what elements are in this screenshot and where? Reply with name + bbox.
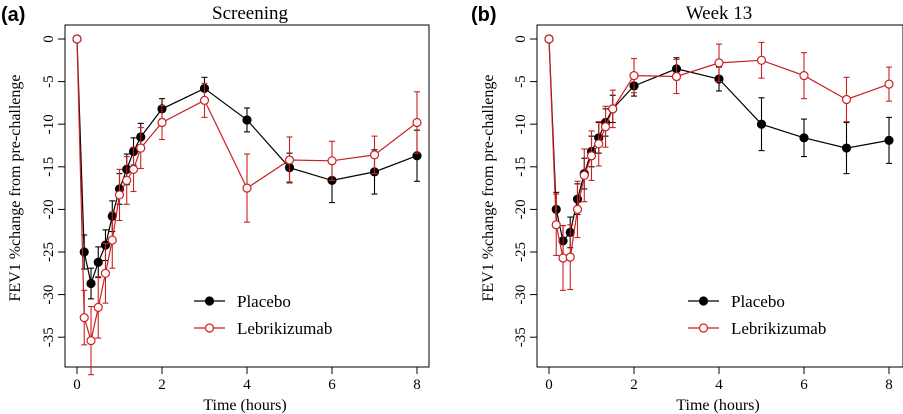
legend-marker: [698, 296, 709, 306]
panel-screening: (a) Screening FEV1 %change from pre-chal…: [1, 3, 430, 414]
y-tick-label: -30: [513, 285, 529, 305]
legend-marker: [698, 323, 709, 333]
data-point: [756, 55, 767, 65]
data-point: [93, 257, 103, 267]
x-tick-label: 2: [158, 377, 166, 393]
data-point: [327, 156, 337, 166]
x-tick-label: 4: [715, 377, 723, 393]
y-tick-label: -5: [41, 75, 57, 88]
x-tick-label: 8: [885, 377, 893, 393]
data-point: [884, 135, 894, 145]
data-point: [157, 117, 167, 128]
data-point: [79, 313, 89, 323]
chart-title: Screening: [212, 3, 288, 24]
x-tick-label: 6: [800, 377, 808, 393]
data-point: [114, 190, 125, 200]
data-point: [841, 94, 852, 105]
data-point: [72, 34, 82, 44]
legend-marker: [204, 323, 215, 333]
y-tick-label: -35: [41, 327, 57, 347]
x-tick-label: 6: [328, 377, 336, 393]
y-tick-label: 0: [513, 35, 529, 43]
data-point: [600, 122, 611, 132]
x-axis-label: Time (hours): [676, 397, 759, 414]
y-axis-label: FEV1 %change from pre-challenge: [480, 74, 497, 301]
data-point: [671, 71, 682, 82]
data-point: [100, 268, 111, 278]
data-point: [799, 133, 809, 143]
legend-label: Lebrikizumab: [731, 319, 826, 338]
y-tick-label: -20: [513, 199, 529, 219]
legend-label: Placebo: [237, 292, 291, 311]
data-point: [884, 79, 894, 89]
data-point: [369, 150, 380, 160]
data-point: [86, 278, 96, 289]
chart-title: Week 13: [686, 3, 753, 24]
x-tick-label: 4: [243, 377, 251, 393]
data-point: [586, 151, 597, 161]
panel-week-13: (b) Week 13 FEV1 %change from pre-challe…: [471, 3, 903, 414]
data-point: [242, 115, 252, 125]
data-point: [107, 235, 117, 245]
data-point: [799, 71, 809, 81]
y-tick-label: -10: [41, 114, 57, 134]
y-tick-label: -35: [513, 327, 529, 347]
data-point: [242, 183, 252, 193]
data-point: [756, 119, 767, 129]
panel-label: (a): [1, 4, 25, 26]
data-point: [284, 155, 295, 165]
y-tick-label: -20: [41, 199, 57, 219]
legend-label: Placebo: [731, 292, 785, 311]
plot-area: 0 2 4 6 8 0 -5 -10 -15 -20 -25 -30 -35 Placebo Lebriki…: [41, 24, 430, 393]
x-axis-label: Time (hours): [203, 397, 286, 414]
panel-label: (b): [471, 4, 497, 26]
x-tick-label: 8: [413, 377, 421, 393]
data-point: [551, 220, 561, 230]
y-tick-label: -30: [41, 285, 57, 305]
data-point: [629, 71, 639, 81]
data-point: [841, 143, 852, 153]
data-point: [608, 104, 618, 114]
data-point: [136, 143, 146, 153]
y-tick-label: 0: [41, 35, 57, 43]
y-tick-label: -25: [41, 242, 57, 262]
plot-area: 0 2 4 6 8 0 -5 -10 -15 -20 -25 -30 -35 Placebo Lebriki…: [513, 24, 903, 393]
data-point: [544, 34, 554, 44]
y-tick-label: -15: [513, 157, 529, 177]
data-point: [565, 252, 575, 262]
x-tick-label: 2: [630, 377, 638, 393]
data-point: [122, 175, 132, 186]
legend-marker: [204, 296, 215, 306]
y-axis-label: FEV1 %change from pre-challenge: [7, 74, 24, 301]
data-point: [93, 302, 103, 312]
data-point: [79, 247, 89, 257]
y-tick-label: -15: [41, 157, 57, 177]
data-point: [579, 170, 589, 180]
data-point: [572, 204, 583, 214]
x-tick-label: 0: [73, 377, 81, 393]
y-tick-label: -25: [513, 242, 529, 262]
data-point: [128, 164, 139, 174]
data-point: [199, 95, 210, 105]
data-point: [412, 117, 422, 128]
plot-frame: [536, 24, 903, 368]
data-point: [714, 58, 724, 68]
data-point: [594, 139, 604, 149]
legend-label: Lebrikizumab: [237, 319, 332, 338]
y-tick-label: -10: [513, 114, 529, 134]
y-tick-label: -5: [513, 75, 529, 88]
data-point: [86, 336, 96, 346]
x-tick-label: 0: [545, 377, 553, 393]
